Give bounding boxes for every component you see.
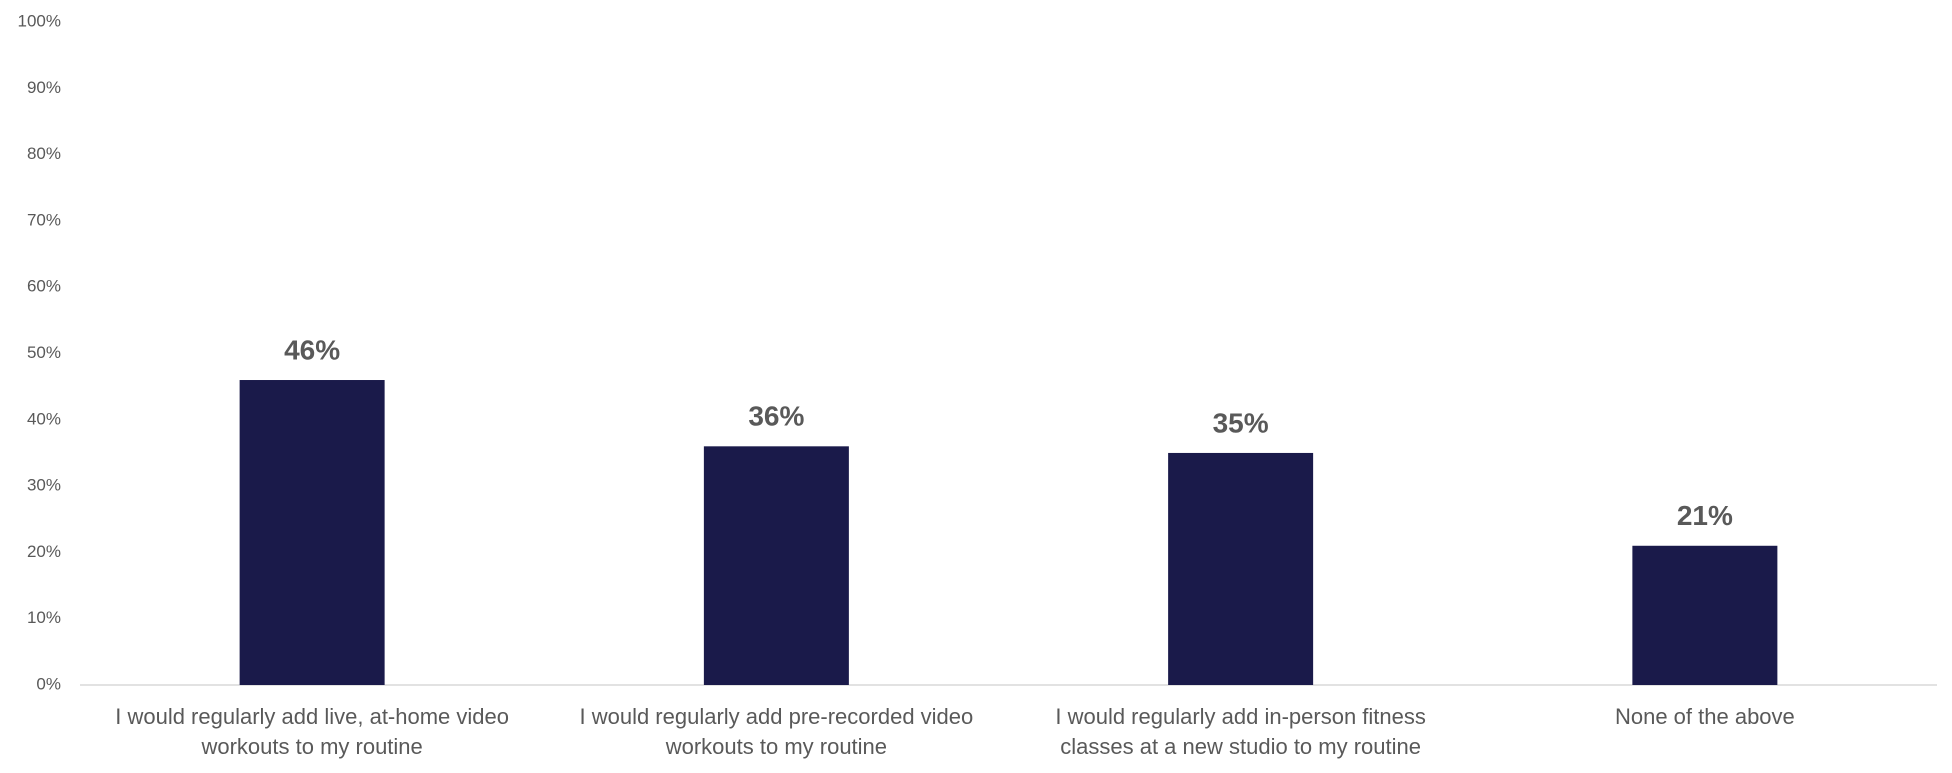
value-label: 36% <box>748 401 804 432</box>
y-tick-label: 30% <box>27 476 61 495</box>
bar <box>239 380 385 685</box>
bar <box>1632 545 1778 685</box>
x-tick-label: I would regularly add pre-recorded video… <box>579 704 974 759</box>
y-tick-label: 20% <box>27 542 61 561</box>
y-tick-label: 50% <box>27 343 61 362</box>
x-tick-label: I would regularly add in-person fitness … <box>1055 704 1426 759</box>
value-label: 21% <box>1677 500 1733 531</box>
y-tick-label: 0% <box>36 674 61 693</box>
y-tick-label: 80% <box>27 144 61 163</box>
y-tick-label: 10% <box>27 608 61 627</box>
value-label: 35% <box>1213 407 1269 438</box>
y-tick-label: 70% <box>27 210 61 229</box>
x-tick-label: I would regularly add live, at-home vide… <box>115 704 509 759</box>
bar <box>1168 452 1314 685</box>
y-tick-label: 90% <box>27 78 61 97</box>
bar <box>703 446 849 685</box>
y-tick-label: 60% <box>27 277 61 296</box>
x-tick-label: None of the above <box>1614 704 1795 729</box>
value-label: 46% <box>284 334 340 365</box>
y-tick-label: 100% <box>18 11 61 30</box>
y-tick-label: 40% <box>27 409 61 428</box>
